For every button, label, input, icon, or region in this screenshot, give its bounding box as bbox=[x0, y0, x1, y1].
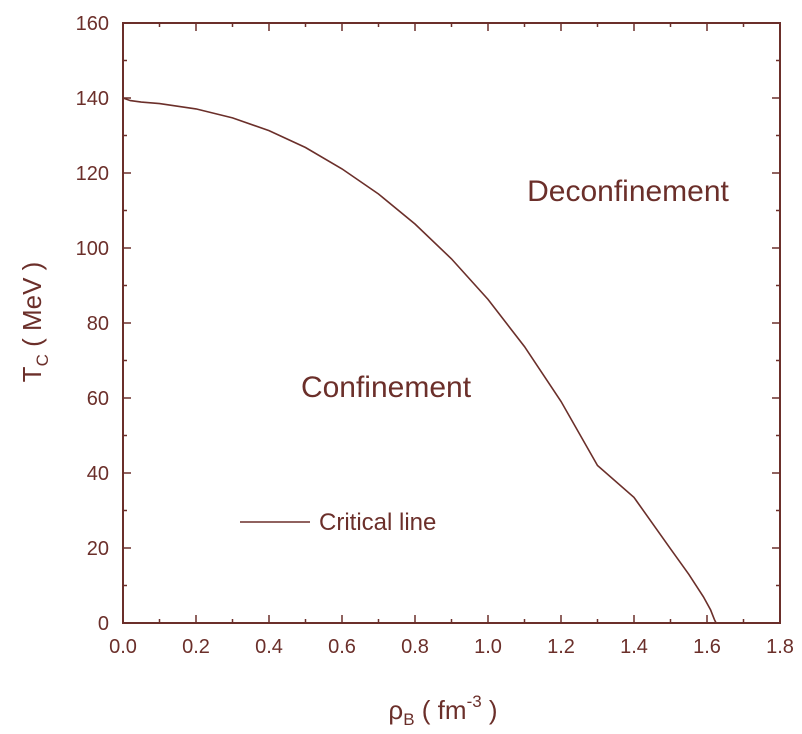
x-axis-title: ρB ( fm-3 ) bbox=[388, 692, 497, 729]
x-tick-label: 0.4 bbox=[255, 636, 283, 658]
x-tick-label: 1.8 bbox=[766, 636, 794, 658]
x-tick-label: 0.2 bbox=[182, 636, 210, 658]
legend-label-critical-line: Critical line bbox=[319, 509, 436, 536]
y-tick-label: 140 bbox=[76, 88, 109, 110]
x-tick-label: 1.0 bbox=[474, 636, 502, 658]
confinement-label: Confinement bbox=[301, 371, 472, 404]
y-tick-label: 160 bbox=[76, 13, 109, 35]
plot-frame bbox=[122, 22, 781, 624]
x-tick-label: 0.8 bbox=[401, 636, 429, 658]
series-line-critical-line bbox=[122, 97, 717, 624]
y-tick-label: 80 bbox=[87, 313, 109, 335]
y-axis-title: TC ( MeV ) bbox=[17, 262, 52, 383]
x-tick-label: 1.6 bbox=[693, 636, 721, 658]
plot-area-border bbox=[122, 22, 781, 624]
y-tick-label: 60 bbox=[87, 388, 109, 410]
axis-ticks: 0.0 0.2 0.4 0.6 0.8 1.0 1.2 1.4 1.6 1.8 0 20 40 60 80 1… bbox=[76, 13, 794, 658]
y-tick-label: 120 bbox=[76, 163, 109, 185]
legend: Critical line bbox=[240, 509, 436, 536]
y-tick-label: 100 bbox=[76, 238, 109, 260]
y-tick-label: 0 bbox=[98, 613, 109, 635]
deconfinement-label: Deconfinement bbox=[527, 175, 729, 208]
x-tick-label: 1.2 bbox=[547, 636, 575, 658]
series-layer bbox=[122, 97, 717, 624]
y-tick-label: 20 bbox=[87, 538, 109, 560]
x-tick-label: 0.0 bbox=[109, 636, 137, 658]
x-tick-label: 0.6 bbox=[328, 636, 356, 658]
y-tick-label: 40 bbox=[87, 463, 109, 485]
x-tick-label: 1.4 bbox=[620, 636, 648, 658]
